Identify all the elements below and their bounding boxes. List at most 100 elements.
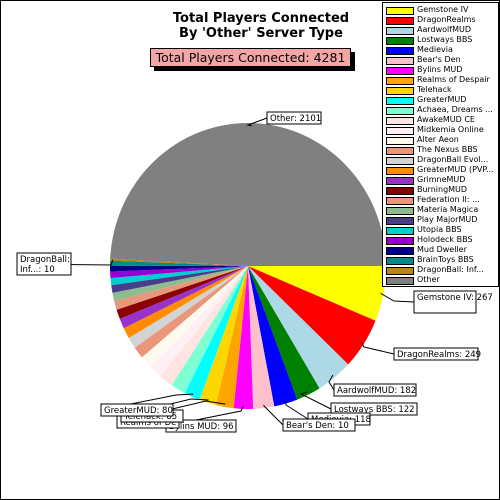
legend-item-federation-ii: Federation II: ... (383, 195, 498, 206)
legend-label: DragonBall Evol... (417, 155, 489, 164)
legend-swatch (386, 217, 414, 225)
legend-item-medievia: Medievia (383, 45, 498, 56)
legend-label: Federation II: ... (417, 195, 480, 204)
pie-slice-dragonball-inf (110, 258, 248, 266)
callout-box (266, 111, 322, 125)
pie-slice-aardwolfmud (248, 266, 349, 389)
callout-leader-line (328, 374, 335, 391)
legend-item-alter-aeon: Alter Aeon (383, 135, 498, 146)
legend-swatch (386, 47, 414, 55)
callout-label: Other: 2101 (270, 114, 321, 124)
legend-label: GreaterMUD (PVP... (417, 165, 494, 174)
callout-box (100, 403, 174, 417)
callout-label: Lostways BBS: 122 (334, 405, 415, 415)
legend-swatch (386, 157, 414, 165)
legend-label: DragonBall: Inf... (417, 265, 484, 274)
legend-swatch (386, 127, 414, 135)
pie-slice-utopia-bbs (110, 266, 248, 286)
legend-swatch (386, 7, 414, 15)
pie-slice-dragonrealms (248, 266, 376, 365)
legend-item-dragonball-evol: DragonBall Evol... (383, 155, 498, 166)
pie-slice-awakemud-ce (160, 266, 248, 386)
legend-item-utopia-bbs: Utopia BBS (383, 225, 498, 236)
pie-slice-lostways-bbs (248, 266, 320, 400)
pie-slice-bear-s-den (248, 266, 275, 409)
legend-swatch (386, 37, 414, 45)
pie-slice-medievia (248, 266, 298, 407)
legend-item-gemstone-iv: Gemstone IV (383, 5, 498, 16)
legend-item-burningmud: BurningMUD (383, 185, 498, 196)
legend-label: Bylins MUD (417, 65, 463, 74)
callout-bylins-mud: Bylins MUD: 96 (165, 405, 244, 433)
callout-label: GreaterMUD: 80 (104, 406, 173, 416)
legend-label: Realms of Despair (417, 75, 490, 84)
callout-other: Other: 2101 (246, 111, 322, 127)
legend-item-the-nexus-bbs: The Nexus BBS (383, 145, 498, 156)
legend-label: Mud Dweller (417, 245, 467, 254)
legend-swatch (386, 147, 414, 155)
pie-slice-midkemia-online (150, 266, 248, 377)
legend-swatch (386, 197, 414, 205)
pie-slice-holodeck-bbs (110, 266, 248, 279)
legend-label: Gemstone IV (417, 5, 469, 14)
legend-swatch (386, 167, 414, 175)
legend-swatch (386, 187, 414, 195)
legend-item-greatermud-pvp: GreaterMUD (PVP... (383, 165, 498, 176)
pie-slice-play-majormud (111, 266, 248, 293)
legend-swatch (386, 207, 414, 215)
legend-item-aardwolfmud: AardwolfMUD (383, 25, 498, 36)
legend-label: Play MajorMUD (417, 215, 478, 224)
legend-swatch (386, 247, 414, 255)
legend-swatch (386, 227, 414, 235)
pie-slice-dragonball-evol (128, 266, 248, 348)
legend-item-dragonrealms: DragonRealms (383, 15, 498, 26)
chart-title-line-2: By 'Other' Server Type (179, 26, 343, 41)
pie-slice-federation-ii (114, 266, 248, 310)
callout-leader-line (380, 292, 415, 303)
legend-swatch (386, 67, 414, 75)
legend-swatch (386, 237, 414, 245)
chart-title-line-1: Total Players Connected (172, 11, 350, 26)
callout-leader-line (299, 391, 332, 410)
pie-slice-bylins-mud (233, 266, 254, 409)
legend-item-mud-dweller: Mud Dweller (383, 245, 498, 256)
legend-label: Bear's Den (417, 55, 461, 64)
pie-slice-telehack (199, 266, 248, 406)
slice-callouts: Gemstone IV: 267 DragonRealms: 249 Aardwol… (16, 111, 493, 433)
total-players-box: Total Players Connected: 4281 (150, 48, 351, 67)
legend-label: Other (417, 275, 440, 284)
legend-item-achaea-dreams: Achaea, Dreams ... (383, 105, 498, 116)
callout-box (333, 383, 417, 397)
pie-slice-realms-of-despair (216, 266, 248, 409)
pie-slice-materia-magica (112, 266, 248, 302)
legend-item-materia-magica: Materia Magica (383, 205, 498, 216)
pie-slice-achaea-dreams (171, 266, 248, 394)
legend-swatch (386, 177, 414, 185)
legend-swatch (386, 87, 414, 95)
callout-box (393, 347, 479, 361)
legend-swatch (386, 267, 414, 275)
callout-label: DragonBall: (20, 255, 70, 265)
legend-swatch (386, 107, 414, 115)
pie-slice-grimnemud (119, 266, 248, 329)
legend-swatch (386, 97, 414, 105)
callout-label: Bear's Den: 10 (286, 421, 349, 431)
callout-gemstone-iv: Gemstone IV: 267 (380, 290, 493, 314)
legend-item-awakemud-ce: AwakeMUD CE (383, 115, 498, 126)
callout-label: Telehack: 85 (123, 412, 177, 422)
legend-swatch (386, 77, 414, 85)
callout-box (330, 402, 418, 416)
legend-label: DragonRealms (417, 15, 476, 24)
chart-legend: Gemstone IV DragonRealms AardwolfMUD Lostwa… (382, 2, 499, 287)
legend-item-grimnemud: GrimneMUD (383, 175, 498, 186)
callout-label: Realms of De (120, 418, 176, 428)
callout-label: AardwolfMUD: 182 (337, 386, 416, 396)
pie-slice-greatermud-pvp (123, 266, 248, 338)
legend-label: Medievia (417, 45, 453, 54)
legend-label: Materia Magica (417, 205, 479, 214)
legend-item-telehack: Telehack (383, 85, 498, 96)
legend-item-realms-of-despair: Realms of Despair (383, 75, 498, 86)
legend-label: GrimneMUD (417, 175, 466, 184)
callout-label: Gemstone IV: 267 (417, 293, 493, 303)
